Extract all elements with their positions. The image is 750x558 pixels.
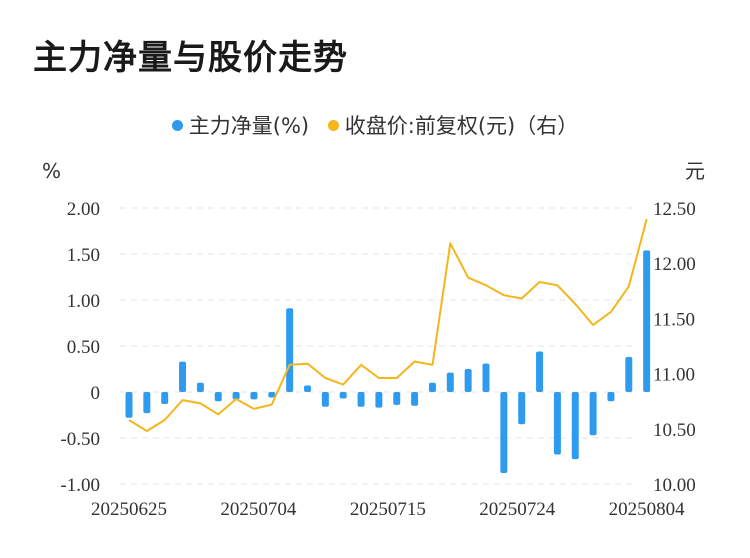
bar-series bbox=[125, 250, 651, 473]
bar bbox=[464, 369, 472, 392]
legend-item-bar[interactable]: 主力净量(%) bbox=[171, 110, 310, 140]
y-left-unit: % bbox=[42, 159, 61, 183]
x-tick-label: 20250715 bbox=[350, 499, 426, 520]
y-left-tick-label: 0 bbox=[91, 383, 101, 404]
bar bbox=[589, 392, 597, 436]
bar bbox=[143, 392, 151, 414]
bar bbox=[536, 351, 544, 392]
legend-line-marker-icon bbox=[327, 119, 339, 131]
bar bbox=[268, 392, 276, 398]
bar bbox=[446, 372, 454, 392]
y-left-tick-label: 1.50 bbox=[67, 245, 100, 266]
legend-item-line[interactable]: 收盘价:前复权(元)（右） bbox=[327, 110, 579, 140]
axis-labels: 2.00 1.50 1.00 0.50 0 -0.50 -1.00 12.50 12.00 11.… bbox=[42, 159, 705, 520]
bar bbox=[304, 385, 311, 392]
bar bbox=[321, 392, 329, 407]
x-tick-label: 20250704 bbox=[220, 499, 297, 520]
bar bbox=[518, 392, 526, 425]
line-series bbox=[128, 218, 648, 432]
bar bbox=[196, 382, 204, 392]
bar bbox=[571, 392, 579, 460]
bar bbox=[607, 392, 615, 402]
y-left-tick-label: 0.50 bbox=[67, 337, 100, 358]
bar bbox=[411, 392, 419, 406]
grid-lines bbox=[120, 207, 632, 485]
y-right-tick-label: 10.00 bbox=[653, 475, 696, 496]
legend: 主力净量(%) 收盘价:前复权(元)（右） bbox=[0, 110, 750, 140]
bar bbox=[232, 392, 240, 400]
y-right-tick-label: 10.50 bbox=[653, 420, 696, 441]
bar bbox=[625, 357, 633, 392]
bar bbox=[179, 361, 187, 392]
bar bbox=[393, 392, 401, 405]
bar bbox=[482, 363, 490, 392]
x-tick-label: 20250804 bbox=[609, 499, 686, 520]
bar bbox=[357, 392, 365, 407]
bar bbox=[250, 392, 258, 400]
y-right-unit: 元 bbox=[685, 159, 705, 183]
x-tick-label: 20250625 bbox=[91, 499, 167, 520]
bar bbox=[286, 308, 294, 392]
bar bbox=[553, 392, 561, 455]
chart-title: 主力净量与股价走势 bbox=[33, 38, 348, 78]
y-right-tick-label: 12.50 bbox=[653, 199, 696, 220]
bar bbox=[125, 392, 133, 418]
bar bbox=[643, 250, 651, 392]
legend-bar-marker-icon bbox=[171, 119, 183, 131]
y-left-tick-label: -1.00 bbox=[60, 475, 100, 496]
bar bbox=[500, 392, 508, 473]
bar bbox=[428, 382, 436, 392]
y-right-tick-label: 12.00 bbox=[653, 254, 696, 275]
bar bbox=[161, 392, 169, 404]
bar bbox=[339, 392, 347, 399]
legend-line-label: 收盘价:前复权(元)（右） bbox=[344, 114, 579, 138]
bar bbox=[375, 392, 383, 408]
y-right-tick-label: 11.00 bbox=[653, 365, 695, 386]
x-tick-label: 20250724 bbox=[479, 499, 556, 520]
legend-bar-label: 主力净量(%) bbox=[188, 114, 310, 138]
y-right-tick-label: 11.50 bbox=[653, 309, 695, 330]
y-left-tick-label: -0.50 bbox=[60, 429, 100, 450]
price-line bbox=[128, 218, 648, 432]
y-left-tick-label: 1.00 bbox=[67, 291, 100, 312]
y-left-tick-label: 2.00 bbox=[67, 199, 100, 220]
bar bbox=[214, 392, 222, 402]
